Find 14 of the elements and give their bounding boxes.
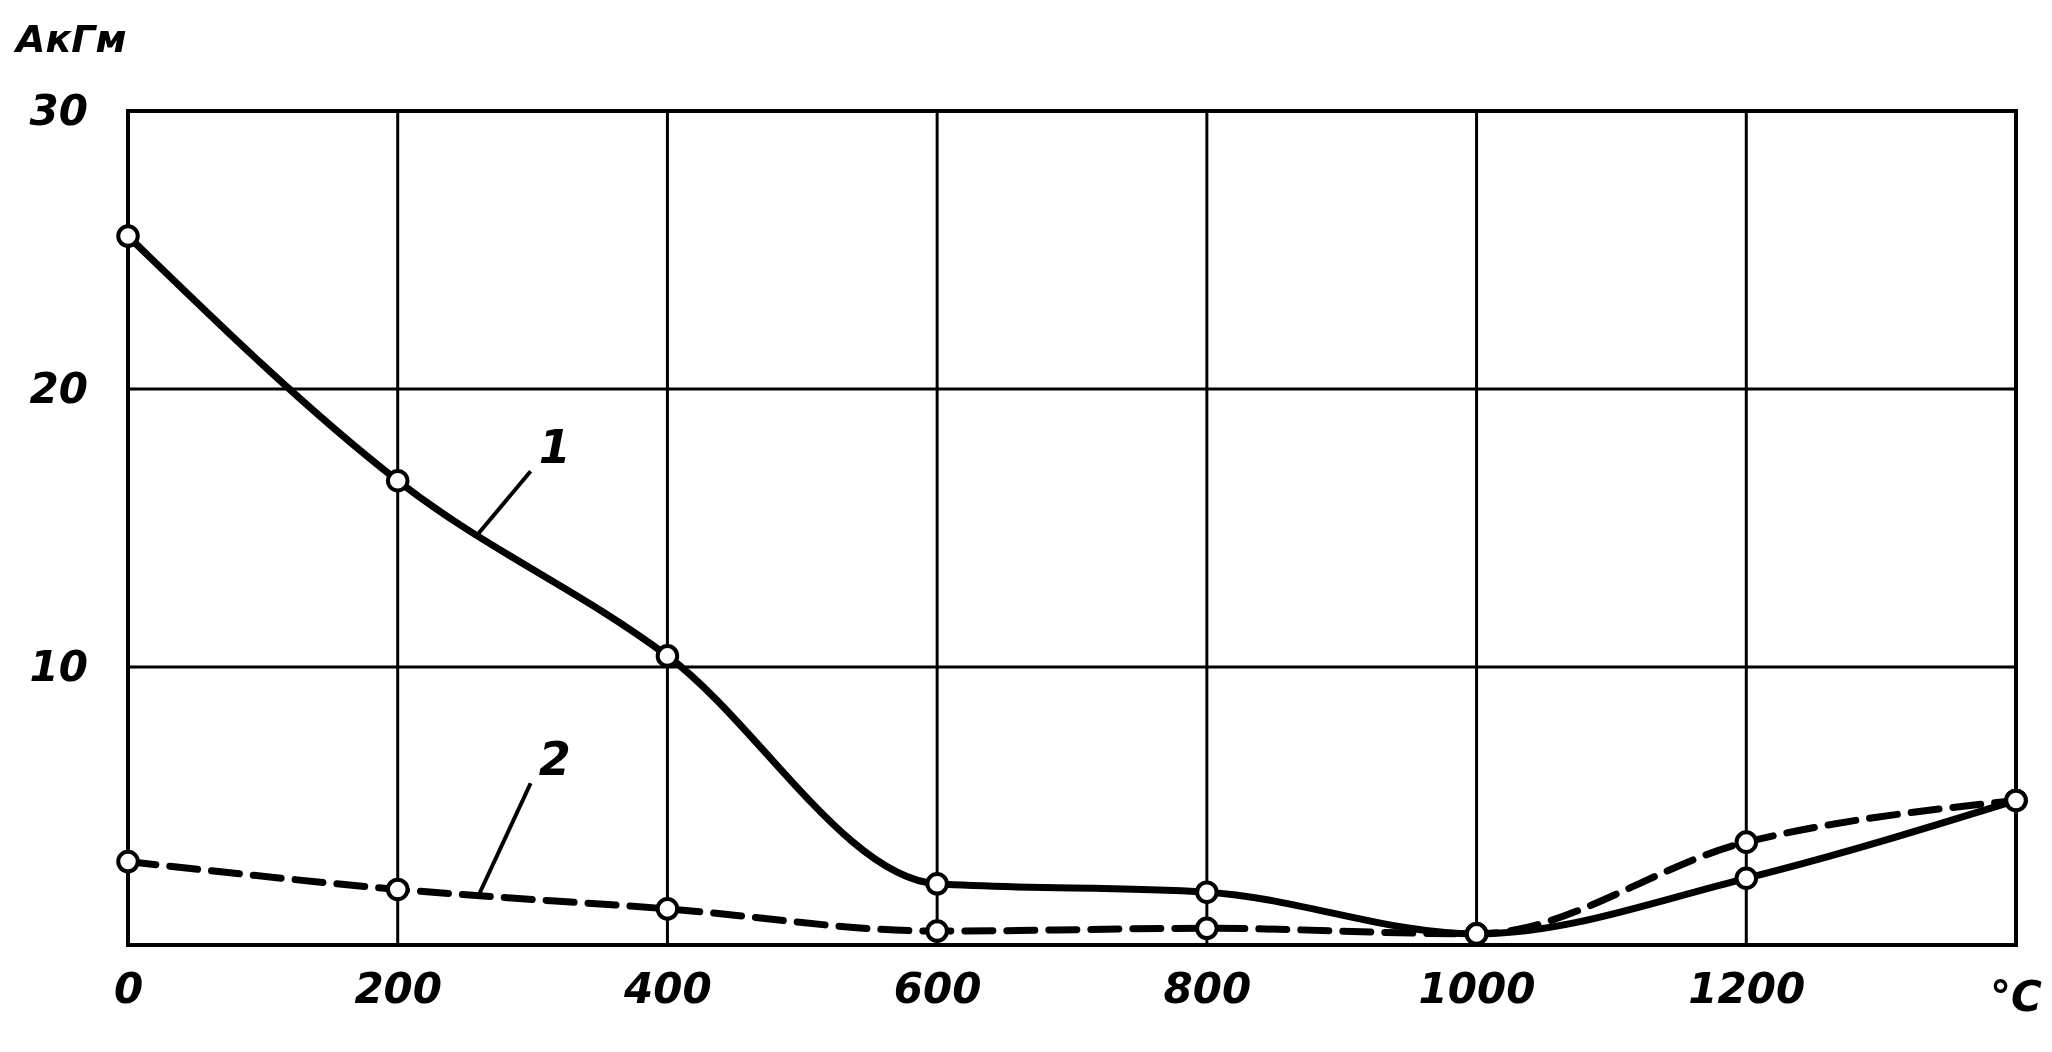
- y-tick-label: 10: [29, 641, 88, 691]
- x-tick-label: 800: [1163, 963, 1252, 1013]
- x-tick-label: 200: [354, 963, 443, 1013]
- x-tick-label: 600: [893, 963, 982, 1013]
- x-tick-label: 1000: [1418, 963, 1536, 1013]
- y-tick-label: 30: [29, 85, 88, 135]
- y-axis-title: АкГм: [13, 17, 127, 61]
- y-tick-label: 20: [29, 363, 88, 413]
- x-tick-label: 1200: [1688, 963, 1806, 1013]
- x-axis-title: °C: [1990, 972, 2043, 1021]
- x-tick-label: 400: [623, 963, 712, 1013]
- x-tick-label: 0: [113, 963, 144, 1013]
- text: 2: [538, 732, 571, 787]
- series-label: 1: [538, 420, 571, 475]
